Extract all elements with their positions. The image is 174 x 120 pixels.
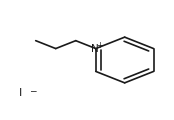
- Text: I: I: [18, 88, 22, 98]
- Text: +: +: [96, 42, 103, 51]
- Text: N: N: [91, 44, 99, 54]
- Text: −: −: [29, 86, 36, 95]
